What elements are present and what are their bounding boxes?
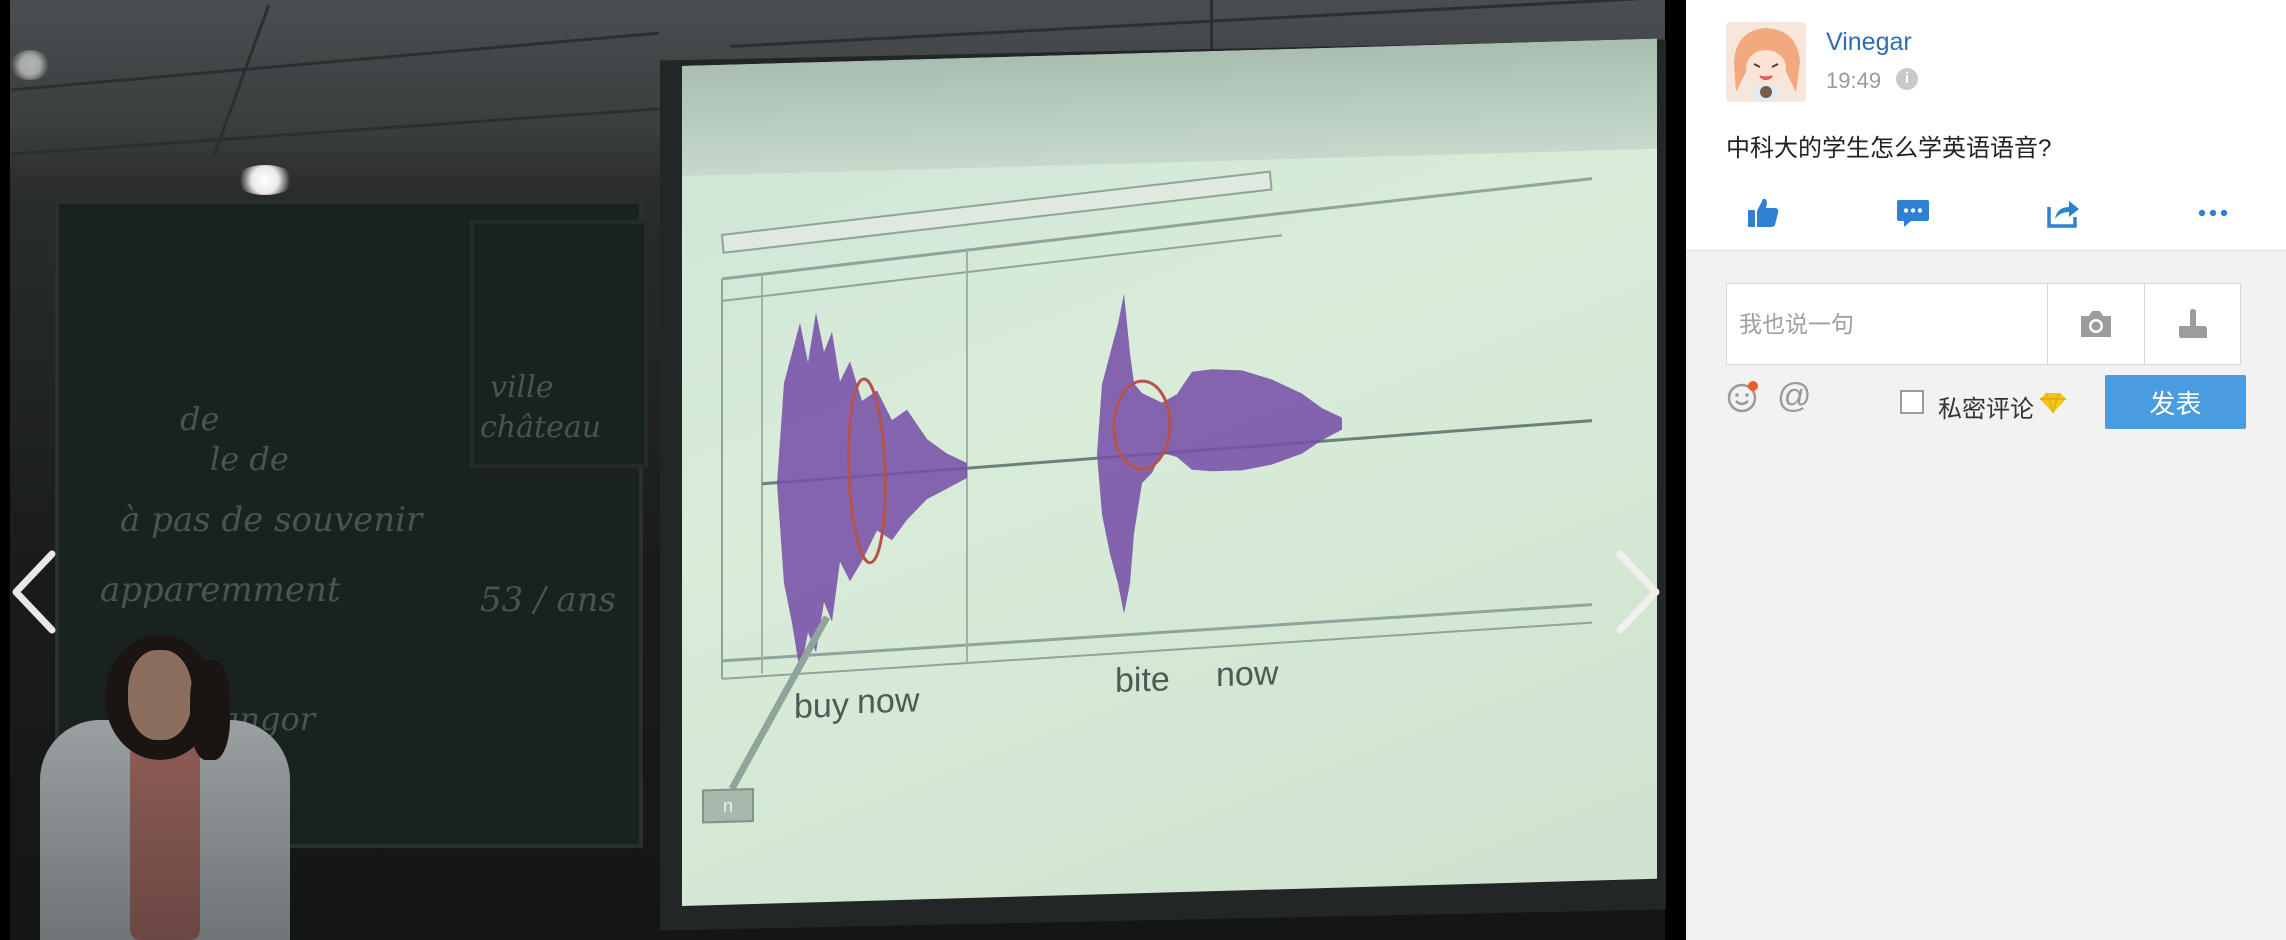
highlight-ellipse <box>1112 379 1172 471</box>
slide-word: buy <box>794 686 849 726</box>
info-icon[interactable]: i <box>1896 68 1918 90</box>
slide-word: bite <box>1115 660 1170 700</box>
slide-word: now <box>1216 654 1279 695</box>
post-card: Vinegar 19:49 i 中科大的学生怎么学英语语音? <box>1686 0 2286 251</box>
chevron-right-icon <box>1616 550 1660 634</box>
thumbs-up-icon <box>1748 198 1779 227</box>
comment-icon <box>1897 200 1929 227</box>
smiley-icon[interactable] <box>1726 380 1760 414</box>
more-button[interactable] <box>2188 188 2238 238</box>
camera-icon <box>2080 311 2111 337</box>
vip-gem-icon <box>2040 392 2066 414</box>
ceiling-light <box>235 165 295 195</box>
post-panel: Vinegar 19:49 i 中科大的学生怎么学英语语音? <box>1686 0 2286 940</box>
private-comment-label: 私密评论 <box>1938 396 2034 423</box>
waveform-bite-now <box>1097 293 1342 614</box>
at-icon[interactable]: @ <box>1777 377 1812 415</box>
ceiling-light <box>10 50 50 80</box>
waveform-buy-now <box>777 312 967 673</box>
post-timestamp: 19:49 <box>1826 68 1882 93</box>
chevron-left-icon <box>12 550 56 634</box>
highlight-ellipse <box>847 377 887 565</box>
photo-viewer: de le de ville château à pas de souvenir… <box>6 0 1666 940</box>
blackboard-upper <box>470 220 648 468</box>
gesture-button[interactable] <box>2143 284 2241 364</box>
publish-button[interactable]: 发表 <box>2105 375 2246 429</box>
prev-arrow[interactable] <box>6 532 66 652</box>
like-button[interactable] <box>1738 188 1788 238</box>
private-comment-checkbox[interactable] <box>1900 390 1924 414</box>
share-button[interactable] <box>2038 188 2088 238</box>
more-icon <box>2198 209 2228 217</box>
comment-box <box>1726 283 2241 365</box>
comment-button[interactable] <box>1888 188 1938 238</box>
comment-input[interactable] <box>1727 284 2047 364</box>
avatar[interactable] <box>1726 22 1806 102</box>
camera-button[interactable] <box>2047 284 2144 364</box>
username-link[interactable]: Vinegar <box>1826 28 1912 56</box>
waveform-slide <box>720 170 1593 791</box>
share-icon <box>2047 201 2079 228</box>
next-arrow[interactable] <box>1606 532 1666 652</box>
slide-word: now <box>857 681 920 722</box>
pointing-hand-icon <box>2179 309 2208 338</box>
post-text: 中科大的学生怎么学英语语音? <box>1726 135 2052 162</box>
annotation-box: n <box>702 787 754 824</box>
projector-screen: buy now bite now n <box>682 38 1657 906</box>
